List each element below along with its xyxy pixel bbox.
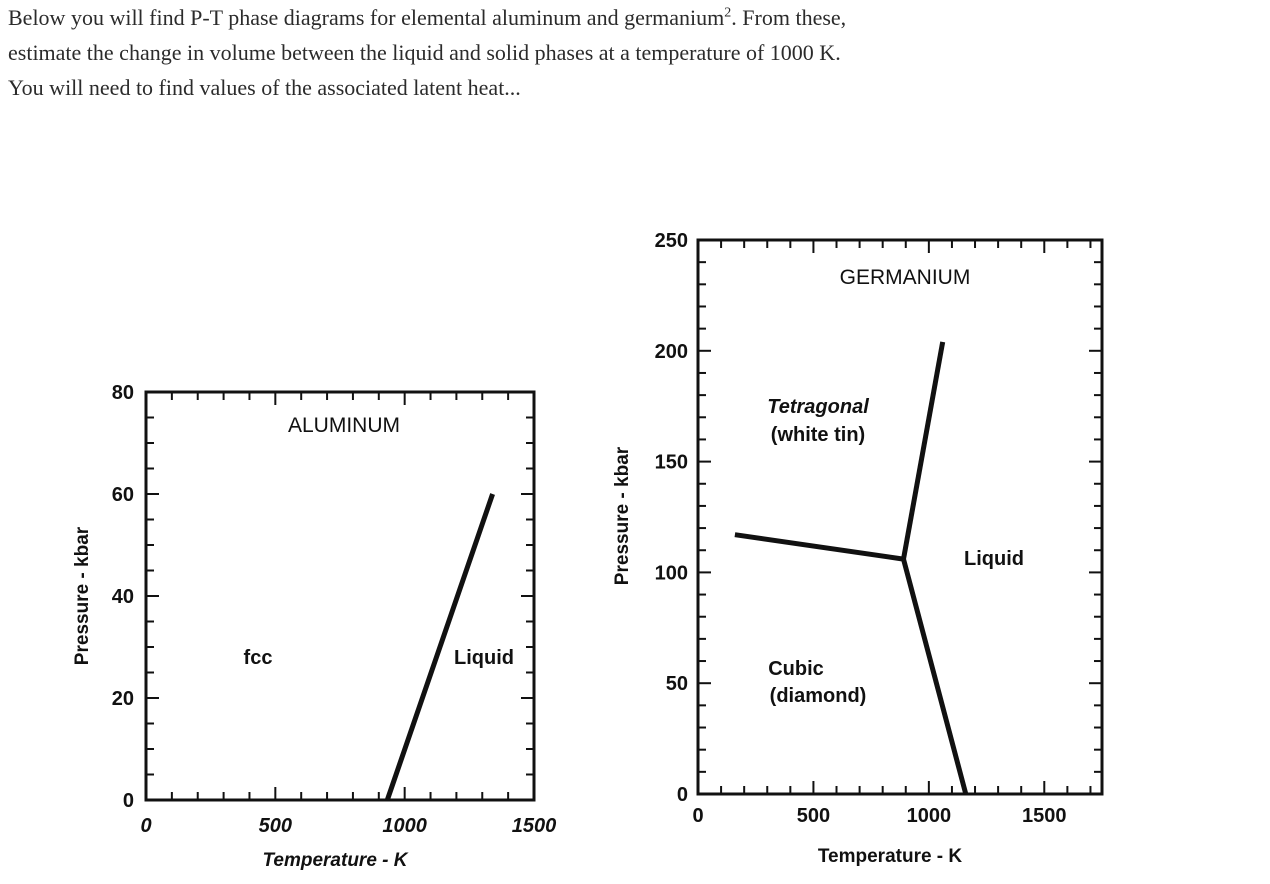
y-tick-label: 0 [123,790,134,812]
problem-line-1: Below you will find P-T phase diagrams f… [8,0,1208,35]
germanium-ticks [697,239,1102,795]
y-tick-label: 200 [655,341,688,363]
x-tick-label: 1000 [382,815,427,837]
x-tick-label: 500 [797,805,830,827]
phase-boundary-line [901,558,969,795]
x-tick-label: 500 [259,815,292,837]
footnote-marker: 2 [724,5,732,21]
y-tick-label: 20 [112,688,134,710]
problem-line-1-suffix: . From these, [731,5,847,30]
y-tick-label: 250 [655,230,688,252]
x-tick-label: 1500 [1022,805,1067,827]
y-tick-label: 80 [112,382,134,404]
aluminum-y-axis-title: Pressure - kbar [72,526,93,665]
germanium-phase-lines [734,341,969,795]
germanium-region-cubic-sub: (diamond) [770,685,867,707]
aluminum-phase-lines [384,493,495,801]
x-tick-label: 1000 [907,805,952,827]
y-tick-label: 40 [112,586,134,608]
aluminum-tick-labels: 0 500 1000 1500 0 20 40 60 80 [112,382,557,837]
germanium-phase-diagram: 0 500 1000 1500 0 50 100 150 200 250 GERMANIUM Te… [612,230,1104,867]
x-tick-label: 1500 [512,815,557,837]
germanium-region-tetragonal-sub: (white tin) [771,424,865,446]
y-tick-label: 100 [655,562,688,584]
aluminum-x-axis-title: Temperature - K [263,850,409,871]
x-tick-label: 0 [692,805,703,827]
problem-statement: Below you will find P-T phase diagrams f… [8,0,1208,105]
aluminum-region-liquid: Liquid [454,647,514,669]
y-tick-label: 50 [666,673,688,695]
aluminum-ticks [145,391,535,801]
germanium-x-axis-title: Temperature - K [818,846,963,867]
aluminum-phase-diagram: 0 500 1000 1500 0 20 40 60 80 ALUMINUM fcc Liqui… [72,382,556,871]
germanium-region-cubic: Cubic [768,658,824,680]
aluminum-title: ALUMINUM [288,414,400,437]
y-tick-label: 0 [677,784,688,806]
aluminum-region-fcc: fcc [244,647,273,669]
germanium-title: GERMANIUM [840,266,971,289]
problem-line-3: You will need to find values of the asso… [8,75,521,100]
germanium-region-tetragonal: Tetragonal [767,396,869,418]
phase-boundary-line [384,493,495,801]
problem-line-2: estimate the change in volume between th… [8,40,841,65]
aluminum-plot-frame [144,390,536,802]
x-tick-label: 0 [140,815,151,837]
germanium-region-liquid: Liquid [964,548,1024,570]
germanium-tick-labels: 0 500 1000 1500 0 50 100 150 200 250 [655,230,1067,827]
phase-boundary-line [734,532,904,562]
y-tick-label: 60 [112,484,134,506]
y-tick-label: 150 [655,452,688,474]
phase-boundary-line [901,341,946,560]
germanium-plot-frame [696,238,1104,796]
germanium-y-axis-title: Pressure - kbar [612,446,633,585]
problem-line-1-text: Below you will find P-T phase diagrams f… [8,5,725,30]
